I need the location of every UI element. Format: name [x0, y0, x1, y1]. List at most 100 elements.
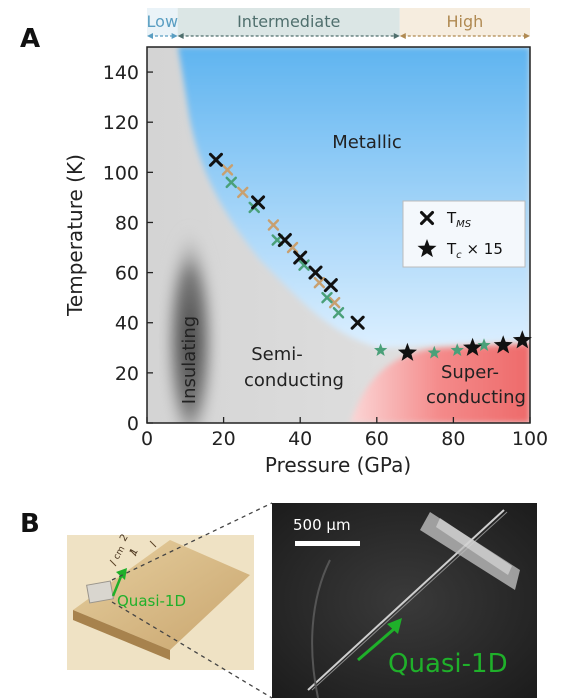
y-tick-label: 0: [127, 413, 139, 435]
x-tick-label: 20: [212, 428, 236, 450]
insulating-region-blob: [164, 215, 216, 423]
x-tick-label: 80: [441, 428, 465, 450]
crystal-sample: [86, 580, 114, 604]
region-label-insulating: Insulating: [179, 316, 200, 404]
pressure-band-arrow-head: [147, 33, 153, 39]
y-tick-label: 140: [103, 62, 139, 84]
tc-data-point: [417, 239, 437, 258]
legend-star-marker: [417, 239, 437, 258]
region-label-superconducting: conducting: [426, 387, 526, 408]
panel-a-label: A: [20, 24, 40, 54]
micrograph-arrow-head: [387, 618, 402, 634]
x-tick-label: 60: [365, 428, 389, 450]
ruler-tick: [149, 540, 157, 548]
tms-data-point: [308, 265, 323, 280]
zoom-connector-bottom: [111, 601, 273, 699]
y-tick-label: 100: [103, 162, 139, 184]
micrograph-quasi1d-label: Quasi-1D: [388, 649, 508, 679]
tms-data-point: [237, 186, 249, 199]
pressure-band-label: Low: [147, 12, 179, 31]
pressure-band-label: High: [446, 12, 483, 31]
micrograph: 500 μm Quasi-1D: [272, 503, 537, 699]
plot-frame: [146, 46, 531, 424]
tms-data-point: [332, 306, 345, 319]
legend: TMS Tc × 15: [402, 200, 526, 268]
ruler-edge: [73, 610, 170, 660]
tms-data-point: [225, 176, 237, 189]
y-axis-ticks: 0 20 40 60 80 100 120 140: [103, 62, 153, 435]
legend-label-tms: TMS: [446, 209, 472, 230]
ruler-tick: [129, 549, 137, 557]
region-label-conducting: conducting: [244, 370, 344, 391]
background-superconducting-region: [350, 344, 530, 423]
y-axis-title: Temperature (K): [63, 154, 87, 317]
legend-label-tc: Tc × 15: [446, 240, 503, 261]
y-tick-label: 40: [115, 313, 139, 335]
region-label-metallic: Metallic: [332, 132, 402, 153]
zoom-connector-top: [111, 502, 273, 581]
data-markers: [208, 152, 532, 361]
axes: [146, 46, 531, 424]
y-tick-label: 20: [115, 363, 139, 385]
x-axis-ticks: 0 20 40 60 80 100: [141, 417, 548, 450]
tc-data-point: [463, 337, 483, 356]
ruler-number-2: 2: [118, 532, 131, 543]
ruler-tick: [109, 559, 117, 567]
pressure-band-label: Intermediate: [237, 12, 340, 31]
tc-data-point: [493, 335, 513, 354]
tms-data-point: [350, 315, 365, 330]
pressure-band-header: Low Intermediate High: [147, 8, 530, 39]
tms-data-point: [277, 233, 292, 248]
tc-data-point: [512, 330, 532, 349]
photo-arrow: [111, 573, 124, 597]
capillary-shadow: [436, 518, 512, 575]
pressure-band-arrow-head: [393, 33, 400, 39]
panel-b-label: B: [20, 509, 40, 539]
pressure-band-low: [147, 8, 178, 36]
photo-arrow-head: [116, 568, 127, 580]
sample-photo: 1 2 cm Quasi-1D: [67, 532, 254, 670]
scale-bar-label: 500 μm: [293, 516, 351, 534]
tc-data-point: [477, 338, 491, 351]
tc-data-point: [450, 343, 464, 356]
y-tick-label: 60: [115, 263, 139, 285]
pressure-band-arrow-head: [171, 33, 178, 39]
tc-data-point: [374, 343, 388, 356]
micrograph-arrow: [357, 627, 395, 662]
tms-data-point: [293, 250, 308, 265]
x-axis-title: Pressure (GPa): [265, 453, 411, 477]
phase-diagram-background: [147, 47, 530, 423]
background-metallic-region: [178, 47, 530, 348]
tms-data-point: [251, 195, 266, 210]
region-label-super: Super-: [441, 362, 499, 383]
tc-data-point: [397, 342, 417, 361]
legend-box: [402, 200, 526, 268]
tms-data-point: [221, 164, 234, 176]
x-tick-label: 0: [141, 428, 153, 450]
scale-bar: [295, 541, 360, 546]
wood-ruler: [73, 540, 250, 650]
x-tick-label: 40: [288, 428, 312, 450]
pressure-band-arrow-head: [399, 33, 406, 39]
ruler-number-1: 1: [128, 546, 141, 557]
tms-data-point: [313, 276, 326, 289]
y-tick-label: 120: [103, 112, 139, 134]
pressure-band-arrow-head: [177, 33, 184, 39]
pressure-band-intermediate: [177, 8, 400, 36]
tms-data-point: [323, 278, 338, 293]
photo-quasi1d-label: Quasi-1D: [117, 592, 186, 610]
tms-data-point: [298, 259, 310, 271]
capillary-wall: [311, 559, 331, 699]
tms-data-point: [208, 152, 223, 167]
pressure-band-arrow-head: [524, 33, 530, 39]
y-tick-label: 80: [115, 212, 139, 234]
x-tick-label: 100: [512, 428, 548, 450]
tms-data-point: [419, 210, 435, 226]
legend-cross-marker: [419, 210, 435, 226]
region-label-semi: Semi-: [251, 344, 303, 365]
tms-data-point: [267, 219, 280, 231]
pressure-band-high: [399, 8, 530, 36]
tms-data-point: [328, 296, 341, 309]
tms-data-point: [321, 291, 333, 304]
